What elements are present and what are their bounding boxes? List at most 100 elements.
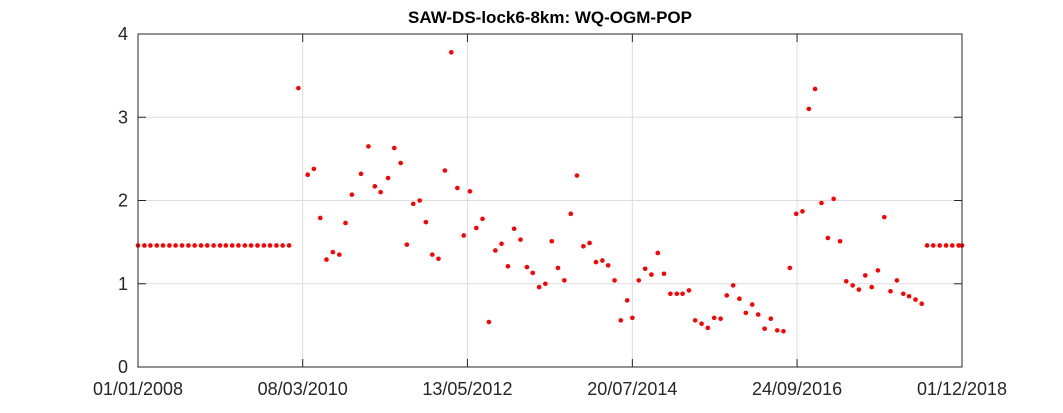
data-point	[781, 328, 786, 334]
data-point	[762, 326, 767, 332]
data-point	[956, 243, 961, 248]
data-point	[461, 233, 467, 238]
data-point	[274, 243, 279, 248]
data-point	[324, 257, 329, 262]
x-tick-label: 01/01/2008	[93, 379, 183, 399]
data-point	[913, 297, 918, 302]
data-point	[217, 243, 223, 248]
data-point	[480, 216, 485, 222]
data-point	[442, 168, 448, 173]
data-point	[692, 318, 698, 323]
data-point	[543, 281, 548, 287]
data-point	[680, 291, 685, 297]
data-point	[937, 243, 942, 248]
data-point	[562, 278, 567, 283]
data-point	[505, 263, 511, 269]
data-point	[930, 243, 936, 248]
data-point	[242, 243, 248, 248]
data-point	[467, 189, 473, 194]
data-point	[624, 298, 630, 303]
data-point	[336, 252, 342, 257]
data-point	[862, 273, 868, 278]
data-point	[605, 263, 611, 268]
data-point	[869, 284, 874, 290]
data-point	[699, 321, 704, 327]
x-tick-label: 01/12/2018	[917, 379, 1007, 399]
data-point	[705, 325, 711, 331]
data-point	[536, 284, 542, 290]
data-point	[768, 316, 774, 322]
data-point	[743, 310, 749, 316]
data-point	[924, 243, 930, 248]
data-point	[711, 315, 717, 321]
data-point	[642, 266, 648, 272]
data-point	[906, 293, 912, 299]
data-point	[148, 243, 153, 248]
data-point	[793, 211, 799, 217]
data-point	[888, 288, 893, 294]
data-point	[919, 301, 924, 307]
data-point	[486, 319, 492, 325]
data-point	[179, 243, 185, 248]
data-point	[248, 243, 254, 248]
data-point	[587, 240, 592, 246]
data-point	[530, 270, 536, 276]
data-point	[391, 145, 397, 151]
data-point	[568, 211, 574, 217]
data-point	[204, 243, 210, 248]
data-point	[630, 315, 635, 321]
data-point	[655, 250, 661, 256]
data-point	[436, 256, 441, 262]
data-point	[261, 243, 267, 248]
data-point	[449, 50, 454, 55]
data-point	[229, 243, 235, 248]
data-point	[296, 85, 301, 91]
data-point	[398, 160, 403, 166]
data-point	[474, 225, 479, 231]
data-point	[404, 242, 410, 247]
data-point	[875, 268, 881, 273]
data-point	[819, 200, 824, 206]
y-tick-label: 2	[118, 191, 128, 211]
y-tick-label: 3	[118, 107, 128, 127]
data-point	[430, 252, 435, 257]
data-point	[493, 248, 498, 253]
y-tick-label: 4	[118, 24, 128, 44]
data-point	[555, 265, 561, 271]
data-point	[831, 196, 836, 202]
data-point	[850, 283, 855, 288]
data-point	[730, 283, 736, 288]
data-point	[286, 243, 292, 248]
data-point	[901, 291, 906, 297]
data-point	[593, 259, 599, 265]
data-point	[668, 291, 673, 297]
data-point	[686, 288, 692, 293]
data-point	[718, 316, 723, 322]
data-point	[311, 166, 317, 172]
data-point	[358, 171, 364, 177]
grid	[138, 34, 962, 367]
data-point	[343, 220, 348, 226]
data-point	[236, 243, 241, 248]
data-point	[524, 264, 530, 270]
data-point	[724, 293, 730, 298]
data-point	[749, 302, 755, 307]
x-tick-label: 20/07/2014	[587, 379, 677, 399]
data-point	[800, 209, 805, 214]
data-point	[755, 312, 761, 317]
data-point	[154, 243, 160, 248]
data-point	[737, 296, 742, 302]
data-point	[372, 184, 378, 189]
data-point	[894, 278, 900, 283]
data-point	[806, 106, 812, 112]
data-point	[366, 144, 371, 149]
data-point	[881, 214, 887, 220]
data-point	[385, 175, 391, 181]
data-point	[649, 272, 654, 277]
data-point	[142, 243, 147, 248]
data-point	[173, 243, 178, 248]
data-point	[198, 243, 204, 248]
data-point	[305, 172, 310, 177]
data-point	[160, 243, 166, 248]
data-point	[511, 226, 517, 232]
